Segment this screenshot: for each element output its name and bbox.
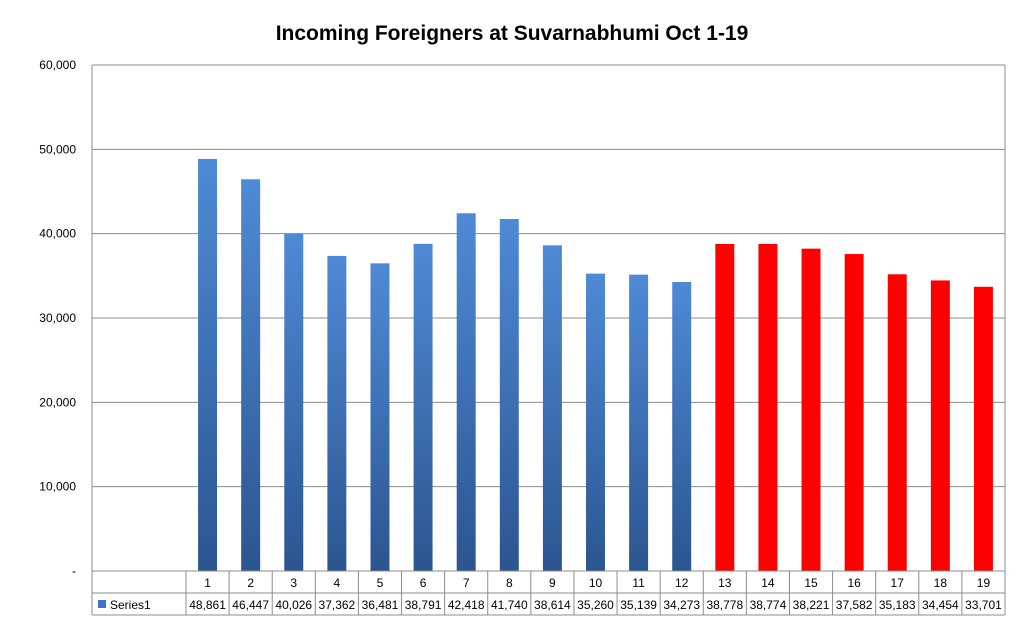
x-tick-label: 5 bbox=[377, 576, 384, 590]
data-table-value: 35,183 bbox=[879, 598, 916, 612]
x-tick-label: 19 bbox=[977, 576, 991, 590]
x-tick-label: 11 bbox=[632, 576, 645, 590]
data-table-value: 41,740 bbox=[491, 598, 528, 612]
data-table-value: 37,362 bbox=[319, 598, 356, 612]
bar-2 bbox=[241, 179, 261, 571]
bar-15 bbox=[801, 248, 821, 572]
data-table-value: 36,481 bbox=[362, 598, 399, 612]
bar-12 bbox=[672, 281, 692, 571]
data-table-value: 38,614 bbox=[534, 598, 571, 612]
x-tick-label: 4 bbox=[334, 576, 341, 590]
data-table-value: 37,582 bbox=[836, 598, 873, 612]
data-table-value: 34,454 bbox=[922, 598, 959, 612]
x-tick-label: 3 bbox=[290, 576, 297, 590]
x-tick-label: 9 bbox=[549, 576, 556, 590]
data-table-value: 38,774 bbox=[750, 598, 787, 612]
bar-17 bbox=[887, 274, 907, 571]
y-tick-label: 50,000 bbox=[39, 142, 76, 156]
data-table-value: 48,861 bbox=[189, 598, 226, 612]
data-table: 1 48,861 2 46,447 3 40,026 4 37,362 5 36,481 6 38,7… bbox=[92, 570, 1006, 616]
x-tick-label: 15 bbox=[804, 576, 818, 590]
bar-5 bbox=[370, 263, 390, 571]
y-tick-label: 20,000 bbox=[39, 395, 76, 409]
x-tick-label: 14 bbox=[761, 576, 775, 590]
bars bbox=[198, 158, 993, 572]
x-tick-label: 18 bbox=[934, 576, 948, 590]
bar-9 bbox=[542, 245, 562, 571]
x-tick-label: 6 bbox=[420, 576, 427, 590]
bar-7 bbox=[456, 213, 476, 571]
data-table-value: 38,221 bbox=[793, 598, 830, 612]
x-tick-label: 8 bbox=[506, 576, 513, 590]
x-tick-label: 1 bbox=[204, 576, 211, 590]
legend-label: Series1 bbox=[110, 598, 151, 612]
data-table-value: 35,260 bbox=[577, 598, 614, 612]
x-tick-label: 10 bbox=[589, 576, 603, 590]
x-tick-label: 17 bbox=[891, 576, 905, 590]
y-tick-label: 10,000 bbox=[39, 480, 76, 494]
bar-10 bbox=[586, 273, 605, 571]
y-tick-label: - bbox=[72, 564, 76, 578]
bar-3 bbox=[284, 233, 304, 572]
bar-16 bbox=[844, 254, 864, 571]
x-tick-label: 16 bbox=[847, 576, 861, 590]
bar-6 bbox=[413, 243, 433, 572]
bar-11 bbox=[629, 274, 649, 571]
legend-key bbox=[98, 600, 106, 608]
data-table-value: 46,447 bbox=[232, 598, 269, 612]
bar-19 bbox=[973, 286, 993, 571]
data-table-value: 35,139 bbox=[620, 598, 657, 612]
bar-4 bbox=[327, 255, 347, 571]
y-tick-label: 30,000 bbox=[39, 311, 76, 325]
bar-13 bbox=[715, 243, 735, 571]
bar-18 bbox=[930, 280, 950, 571]
data-table-value: 38,778 bbox=[706, 598, 743, 612]
y-tick-label: 40,000 bbox=[39, 227, 76, 241]
x-tick-label: 12 bbox=[675, 576, 689, 590]
data-table-value: 34,273 bbox=[663, 598, 700, 612]
x-tick-label: 7 bbox=[463, 576, 470, 590]
bar-1 bbox=[198, 158, 218, 571]
y-tick-label: 60,000 bbox=[39, 58, 76, 72]
bar-14 bbox=[758, 244, 778, 572]
bar-8 bbox=[499, 218, 519, 571]
x-tick-label: 13 bbox=[718, 576, 732, 590]
x-tick-label: 2 bbox=[247, 576, 254, 590]
data-table-value: 33,701 bbox=[965, 598, 1002, 612]
data-table-value: 42,418 bbox=[448, 598, 485, 612]
data-table-value: 38,791 bbox=[405, 598, 442, 612]
y-axis: - 10,000 20,000 30,000 40,000 50,000 60,000 bbox=[39, 58, 1006, 615]
chart-title: Incoming Foreigners at Suvarnabhumi Oct … bbox=[276, 22, 749, 45]
data-table-value: 40,026 bbox=[275, 598, 312, 612]
